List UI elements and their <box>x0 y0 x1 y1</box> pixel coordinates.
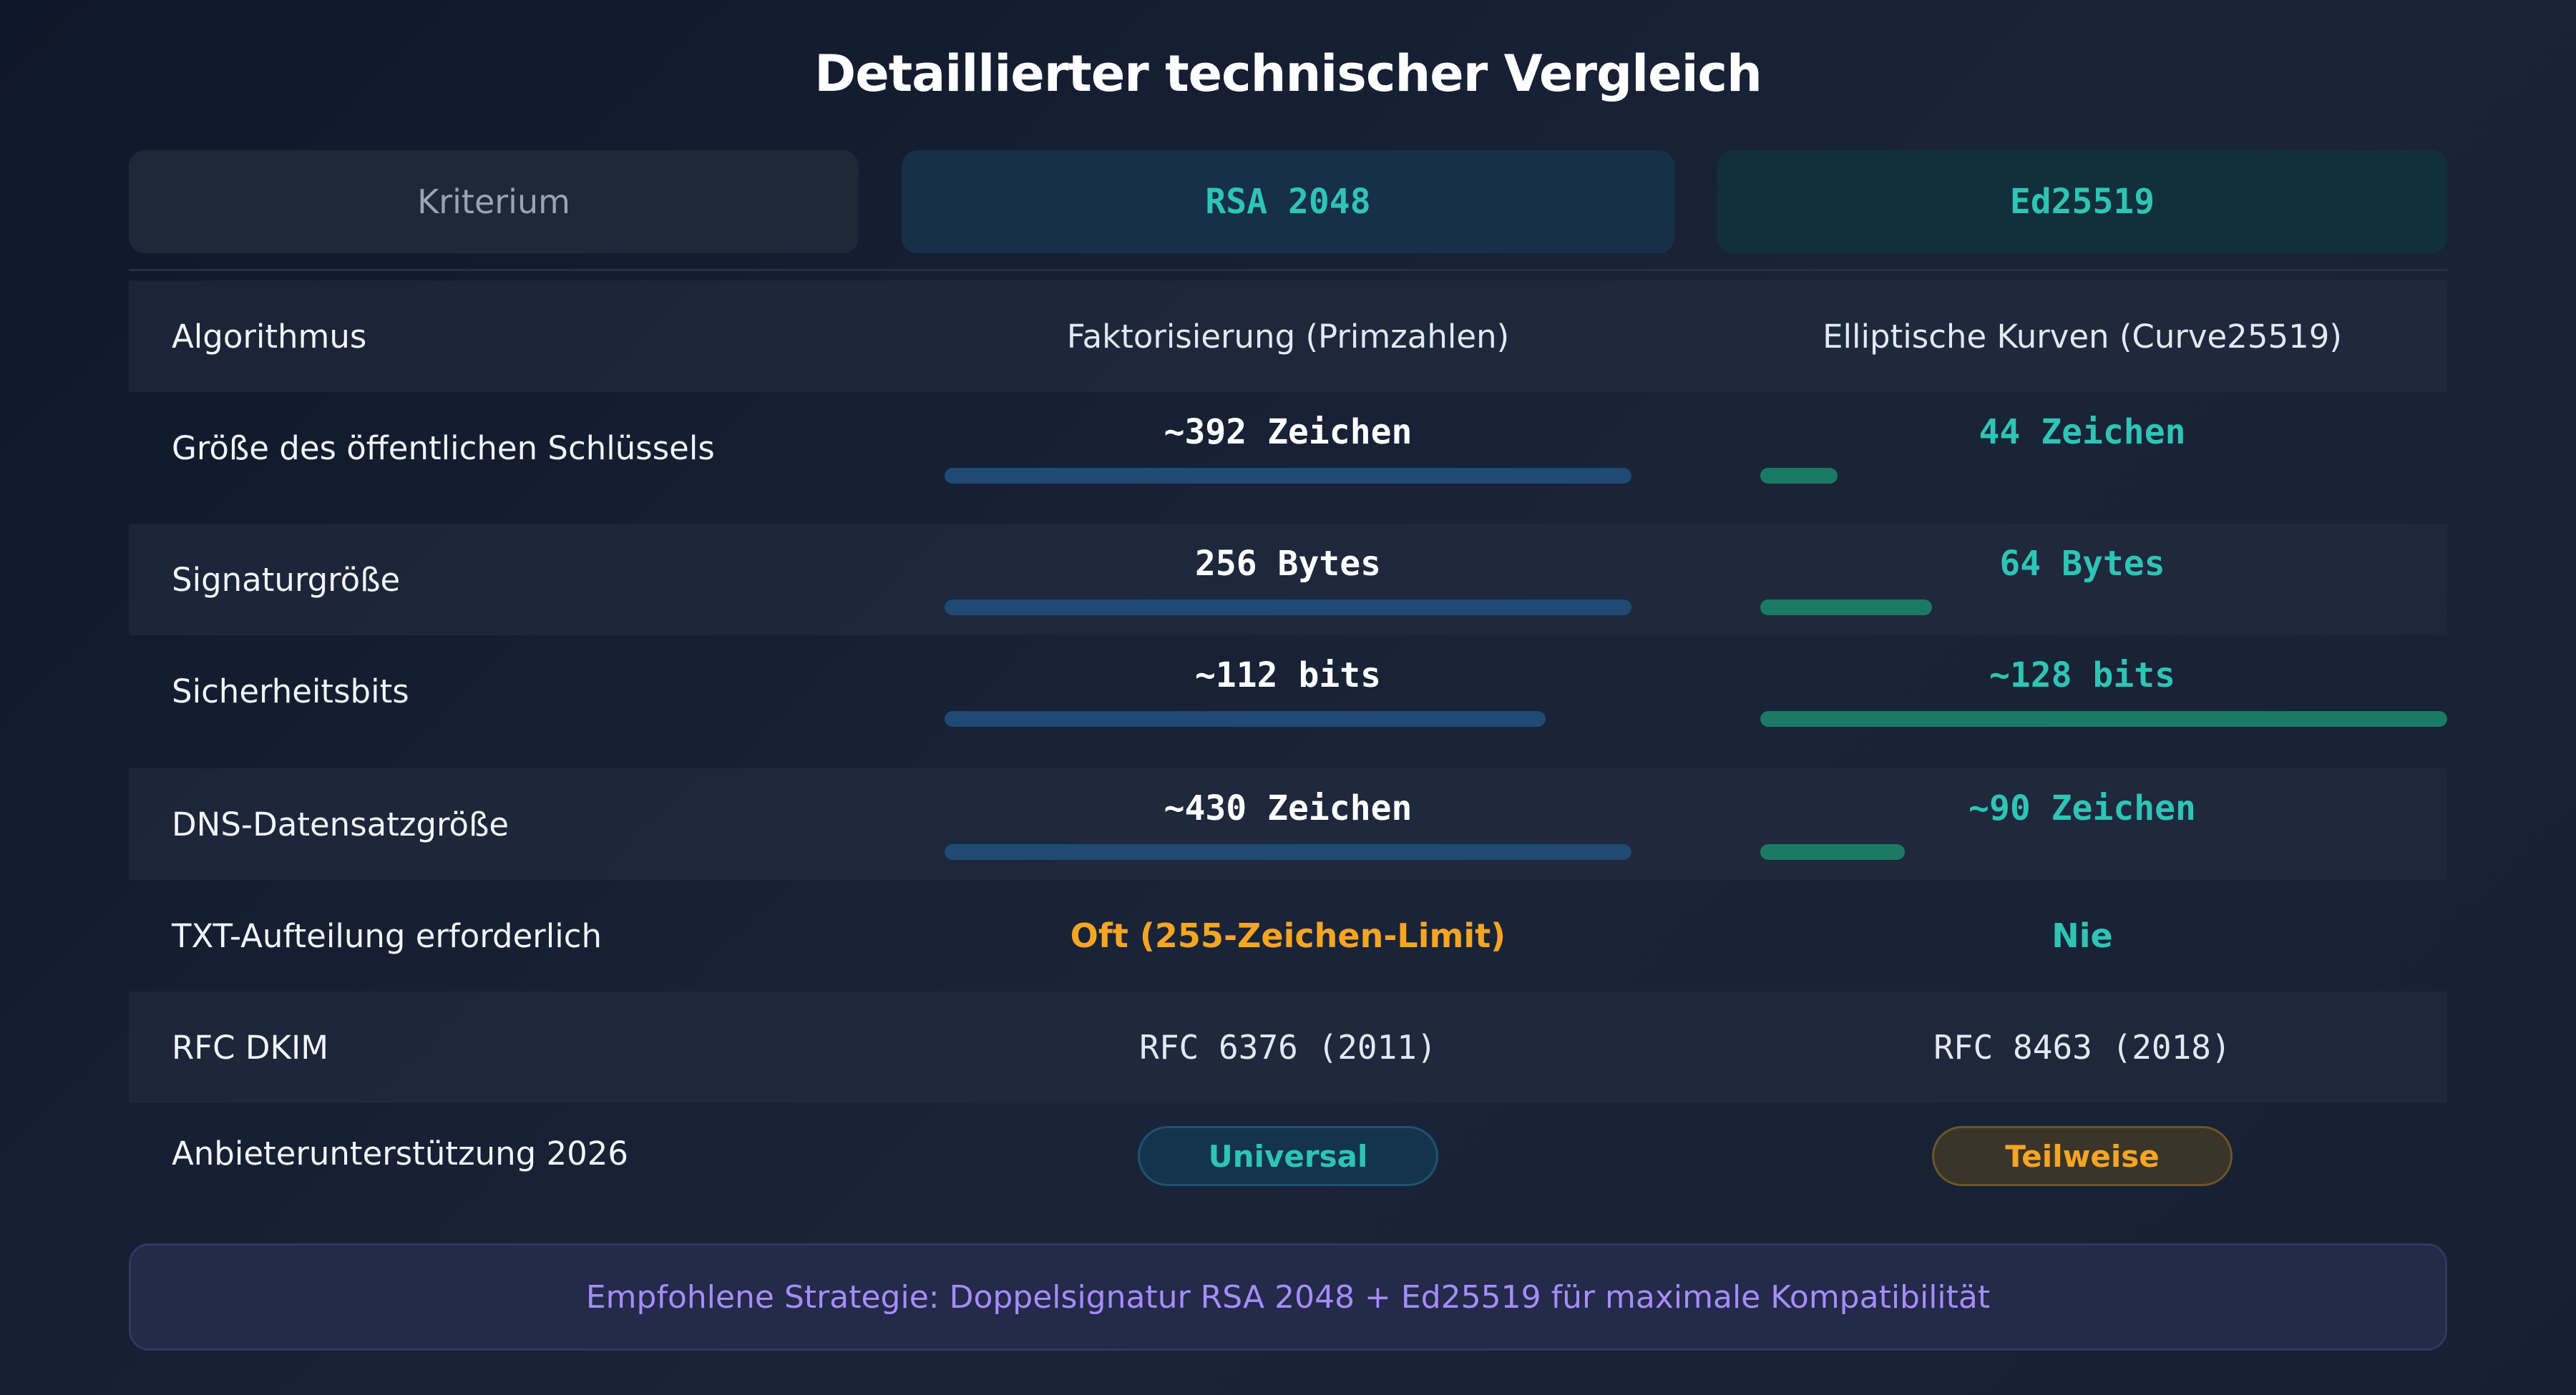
table-row-provider-support: Anbieterunterstützung 2026 Universal Tei… <box>129 1097 2447 1209</box>
ed-value: Nie <box>2051 916 2113 955</box>
row-label: Signaturgröße <box>172 560 401 599</box>
rsa-size-bar <box>945 599 1631 615</box>
rsa-value: Oft (255-Zeichen-Limit) <box>1070 916 1506 955</box>
table-row-algorithm: Algorithmus Faktorisierung (Primzahlen) … <box>129 280 2447 392</box>
header-rsa: RSA 2048 <box>902 150 1674 253</box>
ed-value: Elliptische Kurven (Curve25519) <box>1823 317 2342 356</box>
table-row-signature-size: Signaturgröße 256 Bytes 64 Bytes <box>129 524 2447 635</box>
rsa-size-bar <box>945 844 1631 860</box>
row-label: RFC DKIM <box>172 1028 329 1067</box>
row-label: DNS-Datensatzgröße <box>172 805 509 843</box>
ed-value: ~90 Zeichen <box>1968 788 2196 828</box>
ed-size-bar <box>1760 599 1932 615</box>
rsa-size-bar <box>945 711 1546 727</box>
header-divider <box>129 269 2447 271</box>
row-label: Größe des öffentlichen Schlüssels <box>172 429 715 467</box>
ed-value: 44 Zeichen <box>1979 412 2186 452</box>
rsa-size-bar <box>945 468 1631 484</box>
rsa-value: ~430 Zeichen <box>1163 788 1413 828</box>
table-row-rfc-dkim: RFC DKIM RFC 6376 (2011) RFC 8463 (2018) <box>129 992 2447 1103</box>
ed-size-bar <box>1760 468 1838 484</box>
header-ed25519: Ed25519 <box>1717 150 2447 253</box>
ed-value: ~128 bits <box>1989 655 2176 695</box>
row-label: TXT-Aufteilung erforderlich <box>172 916 602 955</box>
row-label: Algorithmus <box>172 317 367 356</box>
rsa-value: ~112 bits <box>1194 655 1382 695</box>
universal-badge: Universal <box>1138 1126 1438 1186</box>
rsa-value: 256 Bytes <box>1194 544 1382 584</box>
ed-value: RFC 8463 (2018) <box>1933 1028 2231 1067</box>
table-row-txt-split: TXT-Aufteilung erforderlich Oft (255-Zei… <box>129 880 2447 992</box>
ed-value: Teilweise <box>1717 1126 2447 1186</box>
header-criterion: Kriterium <box>129 150 859 253</box>
rsa-value: RFC 6376 (2011) <box>1139 1028 1437 1067</box>
ed-size-bar <box>1760 844 1905 860</box>
rsa-value: Faktorisierung (Primzahlen) <box>1066 317 1510 356</box>
ed-size-bar <box>1760 711 2447 727</box>
row-label: Anbieterunterstützung 2026 <box>172 1134 629 1173</box>
rsa-value: ~392 Zeichen <box>1163 412 1413 452</box>
partial-badge: Teilweise <box>1932 1126 2233 1186</box>
table-row-dns-record-size: DNS-Datensatzgröße ~430 Zeichen ~90 Zeic… <box>129 768 2447 880</box>
rsa-value: Universal <box>902 1126 1674 1186</box>
ed-value: 64 Bytes <box>1999 544 2165 584</box>
page-title: Detaillierter technischer Vergleich <box>814 44 1762 103</box>
table-row-public-key-size: Größe des öffentlichen Schlüssels ~392 Z… <box>129 392 2447 504</box>
table-row-security-bits: Sicherheitsbits ~112 bits ~128 bits <box>129 635 2447 747</box>
row-label: Sicherheitsbits <box>172 672 409 710</box>
recommendation-banner: Empfohlene Strategie: Doppelsignatur RSA… <box>129 1243 2447 1351</box>
